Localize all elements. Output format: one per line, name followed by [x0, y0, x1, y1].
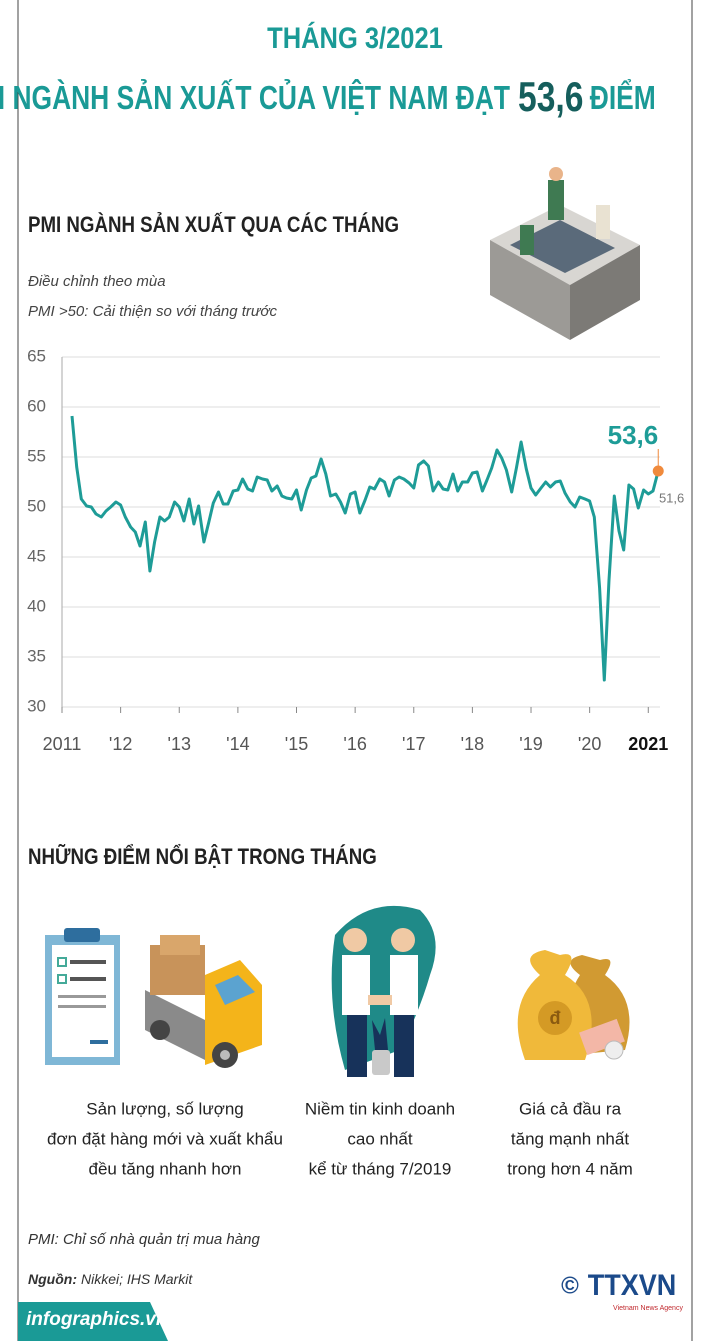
handshake-icon: [331, 905, 436, 1077]
agency-logo: TTXVN: [588, 1269, 676, 1303]
x-tick-label: 2021: [628, 734, 668, 754]
source-label: Nguồn:: [28, 1271, 77, 1287]
site-name: infographics.vn: [26, 1309, 167, 1330]
highlight-point: [652, 465, 664, 477]
dong-symbol: đ: [550, 1008, 561, 1028]
x-tick-label: '18: [461, 734, 484, 754]
x-tick-label: '14: [226, 734, 249, 754]
y-tick-label: 40: [27, 596, 46, 615]
highlight-text: đều tăng nhanh hơn: [89, 1159, 242, 1178]
x-tick-label: 2011: [43, 734, 82, 754]
line-chart: 30 35 40 45 50 55 60 65 2011 '12 '13 '14 '15 '16 '17 '1…: [27, 346, 684, 753]
headline-value: 53,6: [518, 75, 583, 121]
y-tick-label: 30: [27, 696, 46, 715]
factory-icon: [490, 167, 640, 340]
source: Nguồn: Nikkei; IHS Markit: [28, 1271, 193, 1287]
value-label: 53,6: [608, 420, 659, 450]
highlight-text: cao nhất: [347, 1129, 412, 1148]
highlight-text: tăng mạnh nhất: [511, 1129, 629, 1148]
highlight-text: Sản lượng, số lượng: [86, 1099, 244, 1118]
x-tick-label: '19: [519, 734, 542, 754]
chart-subtitle: Điều chỉnh theo mùa: [28, 273, 166, 290]
headline-main: PMI NGÀNH SẢN XUẤT CỦA VIỆT NAM ĐẠT: [0, 79, 510, 117]
highlights-title: NHỮNG ĐIỂM NỔI BẬT TRONG THÁNG: [28, 843, 377, 869]
highlight-text: Niềm tin kinh doanh: [305, 1099, 455, 1118]
copyright: ©: [561, 1272, 579, 1299]
highlight-text: kể từ tháng 7/2019: [309, 1159, 452, 1178]
source-text: Nikkei; IHS Markit: [81, 1271, 193, 1287]
highlight-text: đơn đặt hàng mới và xuất khẩu: [47, 1129, 283, 1148]
headline-unit: ĐIỂM: [590, 79, 656, 117]
value-label: 51,6: [659, 490, 684, 505]
footnote: PMI: Chỉ số nhà quản trị mua hàng: [28, 1231, 260, 1248]
x-tick-label: '15: [285, 734, 308, 754]
pmi-line: [70, 415, 660, 682]
headline: PMI NGÀNH SẢN XUẤT CỦA VIỆT NAM ĐẠT 53,6 Đ…: [0, 75, 656, 121]
y-tick-label: 45: [27, 546, 46, 565]
headline-text: PMI NGÀNH SẢN XUẤT CỦA VIỆT NAM ĐẠT 53,6 Đ…: [0, 75, 656, 121]
x-tick-label: '17: [402, 734, 425, 754]
site-banner: [18, 1302, 168, 1341]
y-tick-label: 65: [27, 346, 46, 365]
chart-subtitle: PMI >50: Cải thiện so với tháng trước: [28, 303, 278, 320]
x-tick-label: '13: [168, 734, 191, 754]
highlight-text: Giá cả đầu ra: [519, 1099, 622, 1118]
chart-title: PMI NGÀNH SẢN XUẤT QUA CÁC THÁNG: [28, 212, 399, 237]
month-title: THÁNG 3/2021: [267, 21, 443, 54]
y-tick-label: 55: [27, 446, 46, 465]
money-icon: đ: [517, 950, 630, 1060]
x-tick-label: '20: [578, 734, 601, 754]
x-tick-label: '16: [343, 734, 366, 754]
x-tick-label: '12: [109, 734, 132, 754]
highlight-text: trong hơn 4 năm: [507, 1159, 633, 1178]
order-icon: [45, 928, 262, 1068]
y-tick-label: 60: [27, 396, 46, 415]
agency-english: Vietnam News Agency: [613, 1305, 683, 1312]
y-tick-label: 35: [27, 646, 46, 665]
y-tick-label: 50: [27, 496, 46, 515]
